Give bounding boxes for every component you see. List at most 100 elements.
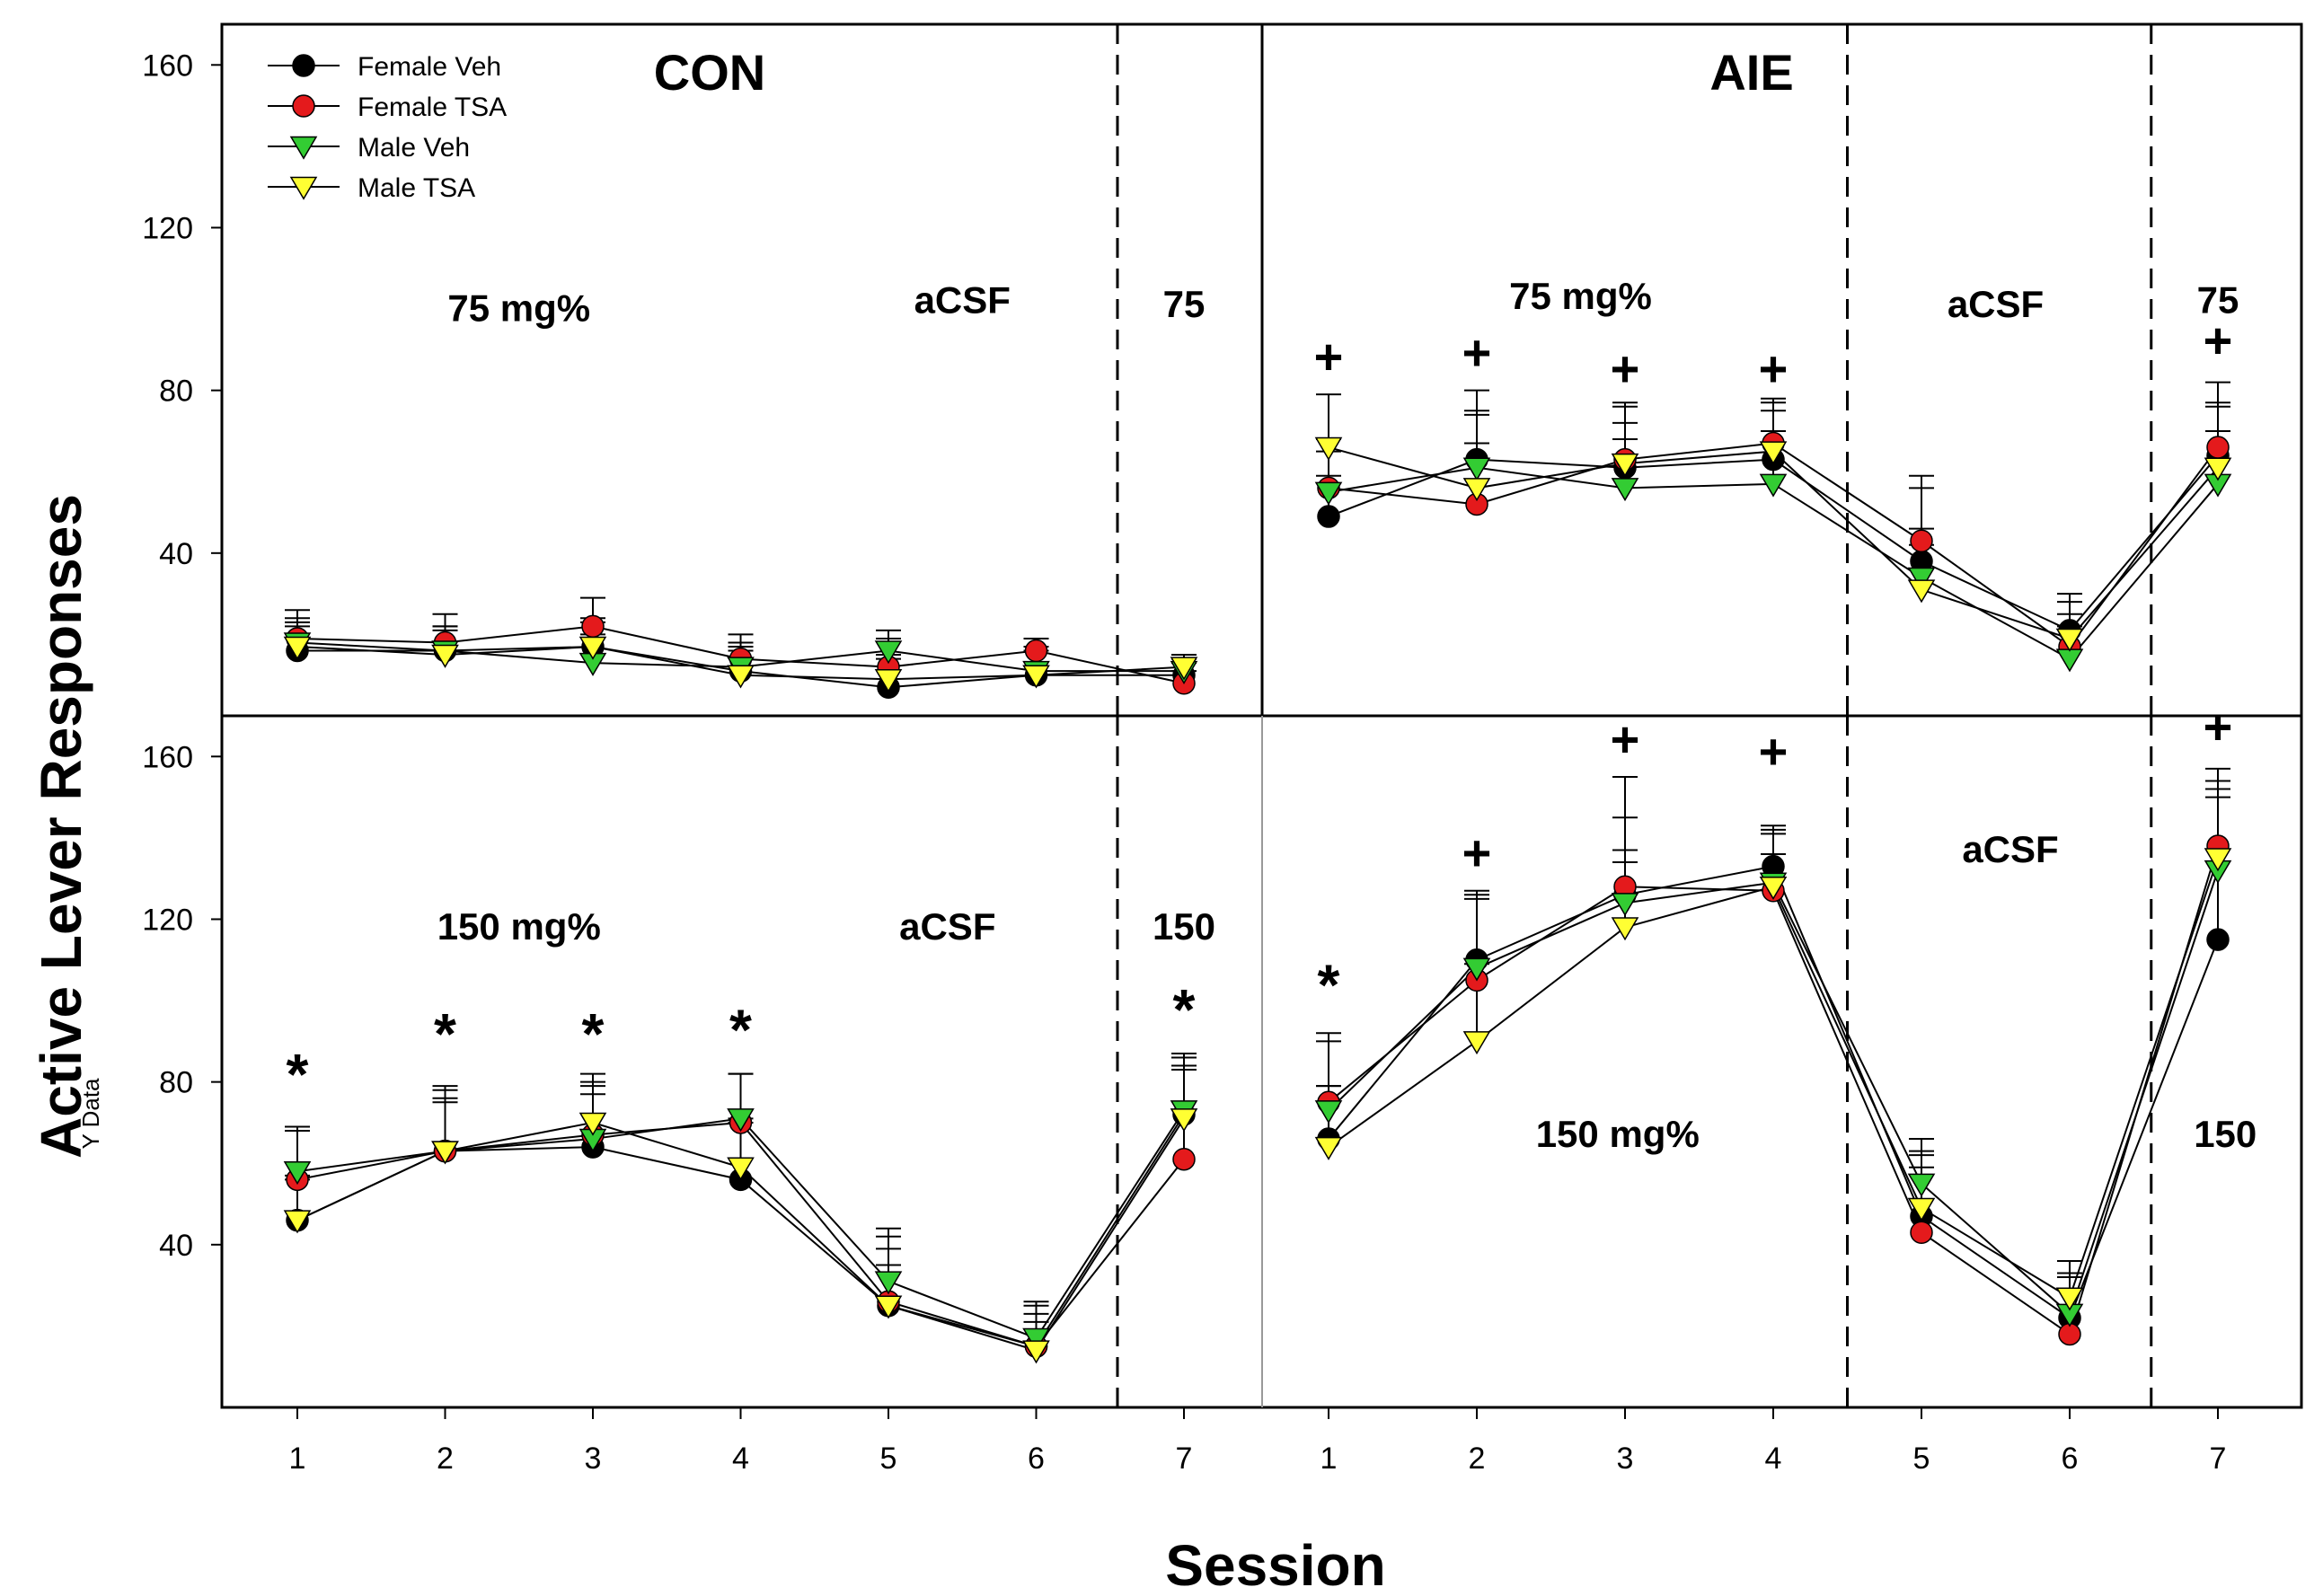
x-tick-label-bottom-right-1: 1	[1320, 1442, 1338, 1476]
data-point-bottom-right-male-tsa-6	[2055, 1287, 2084, 1311]
y-tick-label-top-left-160: 160	[142, 48, 193, 83]
data-point-bottom-right-male-tsa-1	[1314, 1136, 1343, 1160]
data-point-bottom-right-male-tsa-7	[2204, 848, 2232, 872]
significance-marker-bottom-left-4: *	[1173, 977, 1196, 1042]
data-point-top-right-male-tsa-3	[1611, 453, 1639, 477]
significance-marker-bottom-right-1: +	[1462, 824, 1492, 881]
data-point-bottom-right-male-tsa-5	[1907, 1197, 1936, 1221]
data-point-top-right-male-tsa-1	[1314, 436, 1343, 461]
phase-label-bottom-right-0: 150 mg%	[1536, 1113, 1700, 1155]
panel-title-aie: AIE	[1709, 44, 1793, 101]
significance-marker-bottom-left-3: *	[729, 997, 752, 1062]
x-tick-label-bottom-left-1: 1	[289, 1442, 306, 1476]
legend-label-female-tsa: Female TSA	[358, 93, 507, 122]
phase-label-top-left-1: aCSF	[914, 279, 1011, 322]
significance-marker-bottom-left-1: *	[434, 1001, 456, 1066]
data-point-top-right-male-tsa-6	[2055, 628, 2084, 652]
data-point-top-right-female-tsa-7	[2206, 436, 2230, 459]
data-point-top-left-male-tsa-7	[1170, 657, 1198, 681]
data-point-top-left-male-tsa-1	[283, 636, 312, 660]
data-point-bottom-right-male-tsa-3	[1611, 917, 1639, 941]
panel-bottom-left: 150 mg% aCSF 150 * * * * *	[283, 716, 1215, 1407]
y-axis-subscript: Y Data	[77, 1078, 104, 1150]
legend-marker-female-tsa	[292, 94, 315, 118]
data-point-bottom-left-male-tsa-6	[1022, 1340, 1050, 1364]
data-point-top-right-female-tsa-5	[1910, 529, 1933, 552]
data-point-top-right-male-tsa-7	[2204, 457, 2232, 481]
x-axis: 1 2 3 4 5 6 7 1 2 3 4 5 6 7	[289, 1407, 2227, 1476]
significance-marker-bottom-right-2: +	[1611, 710, 1640, 767]
data-point-top-left-male-tsa-2	[431, 644, 459, 668]
data-point-bottom-left-male-tsa-4	[727, 1157, 755, 1181]
data-point-top-left-female-tsa-3	[581, 614, 605, 639]
legend-label-female-veh: Female Veh	[358, 52, 501, 82]
significance-marker-top-right-3: +	[1759, 340, 1789, 397]
x-tick-label-bottom-right-6: 6	[2062, 1442, 2079, 1476]
data-point-bottom-right-female-veh-7	[2206, 928, 2230, 951]
significance-marker-top-right-1: +	[1462, 324, 1492, 381]
y-tick-label-top-left-80: 80	[159, 375, 193, 409]
data-point-top-right-male-tsa-2	[1462, 478, 1491, 502]
legend-marker-female-veh	[292, 54, 315, 77]
phase-label-top-right-2: 75	[2197, 279, 2239, 322]
y-tick-label-bottom-left-40: 40	[159, 1229, 193, 1263]
data-point-bottom-left-male-tsa-2	[431, 1141, 459, 1165]
data-point-top-right-male-veh-3	[1611, 478, 1639, 502]
data-point-top-left-male-tsa-5	[874, 668, 903, 693]
panel-bottom-right: 150 mg% aCSF 150 * + + + +	[1314, 699, 2257, 1407]
significance-marker-bottom-left-2: *	[582, 1001, 605, 1066]
panel-top-left: CON 75 mg% aCSF 75	[283, 24, 1205, 716]
x-tick-label-bottom-left-7: 7	[1176, 1442, 1193, 1476]
phase-label-bottom-right-1: aCSF	[1962, 828, 2058, 870]
data-point-bottom-right-male-tsa-4	[1759, 876, 1788, 901]
x-tick-label-bottom-right-4: 4	[1765, 1442, 1782, 1476]
phase-label-top-right-0: 75 mg%	[1509, 275, 1652, 317]
x-tick-label-bottom-right-7: 7	[2210, 1442, 2227, 1476]
data-point-bottom-left-female-tsa-7	[1172, 1147, 1196, 1171]
data-point-top-right-male-veh-2	[1462, 457, 1491, 481]
data-point-bottom-right-male-tsa-2	[1462, 1031, 1491, 1055]
x-tick-label-bottom-left-2: 2	[437, 1442, 454, 1476]
y-tick-label-top-left-120: 120	[142, 211, 193, 245]
data-point-top-right-female-veh-1	[1317, 505, 1340, 528]
x-tick-label-bottom-right-3: 3	[1617, 1442, 1634, 1476]
data-point-top-right-male-tsa-5	[1907, 579, 1936, 604]
data-point-bottom-left-male-tsa-7	[1170, 1108, 1198, 1133]
x-tick-label-bottom-left-5: 5	[880, 1442, 897, 1476]
significance-marker-bottom-right-4: +	[2204, 699, 2233, 755]
data-point-bottom-right-female-tsa-5	[1910, 1221, 1933, 1244]
y-tick-label-top-left-40: 40	[159, 537, 193, 571]
significance-marker-top-right-0: +	[1314, 329, 1344, 385]
x-tick-label-bottom-left-6: 6	[1028, 1442, 1045, 1476]
data-point-bottom-left-male-tsa-5	[874, 1295, 903, 1319]
data-point-bottom-left-male-tsa-1	[283, 1210, 312, 1234]
data-point-top-right-male-veh-4	[1759, 473, 1788, 498]
phase-label-bottom-right-2: 150	[2194, 1113, 2257, 1155]
legend-label-male-veh: Male Veh	[358, 133, 470, 163]
data-point-bottom-left-male-veh-4	[727, 1108, 755, 1133]
x-tick-label-bottom-left-3: 3	[585, 1442, 602, 1476]
data-point-bottom-right-male-veh-1	[1314, 1100, 1343, 1124]
legend: Female Veh Female TSA Male Veh Male TSA	[268, 52, 507, 203]
data-point-bottom-right-male-veh-5	[1907, 1173, 1936, 1197]
significance-marker-bottom-left-0: *	[287, 1042, 309, 1107]
significance-marker-top-right-4: +	[2204, 312, 2233, 368]
x-tick-label-bottom-right-5: 5	[1913, 1442, 1930, 1476]
data-point-top-right-male-tsa-4	[1759, 441, 1788, 465]
data-point-top-right-male-veh-1	[1314, 481, 1343, 506]
data-point-top-left-male-tsa-6	[1022, 665, 1050, 689]
data-point-top-left-male-veh-5	[874, 640, 903, 665]
data-point-bottom-left-male-veh-5	[874, 1271, 903, 1295]
legend-marker-male-tsa	[289, 176, 318, 200]
significance-marker-bottom-right-3: +	[1759, 723, 1789, 780]
phase-label-bottom-left-0: 150 mg%	[437, 905, 601, 948]
x-axis-title: Session	[1165, 1533, 1385, 1596]
y-axis: 40 80 120 160 40 80 120 160	[142, 48, 222, 1263]
data-point-top-left-female-tsa-6	[1024, 639, 1048, 663]
data-point-bottom-left-male-veh-1	[283, 1161, 312, 1186]
x-tick-label-bottom-left-4: 4	[732, 1442, 749, 1476]
x-tick-label-bottom-right-2: 2	[1469, 1442, 1486, 1476]
y-axis-title: Active Lever Responses	[29, 494, 93, 1159]
